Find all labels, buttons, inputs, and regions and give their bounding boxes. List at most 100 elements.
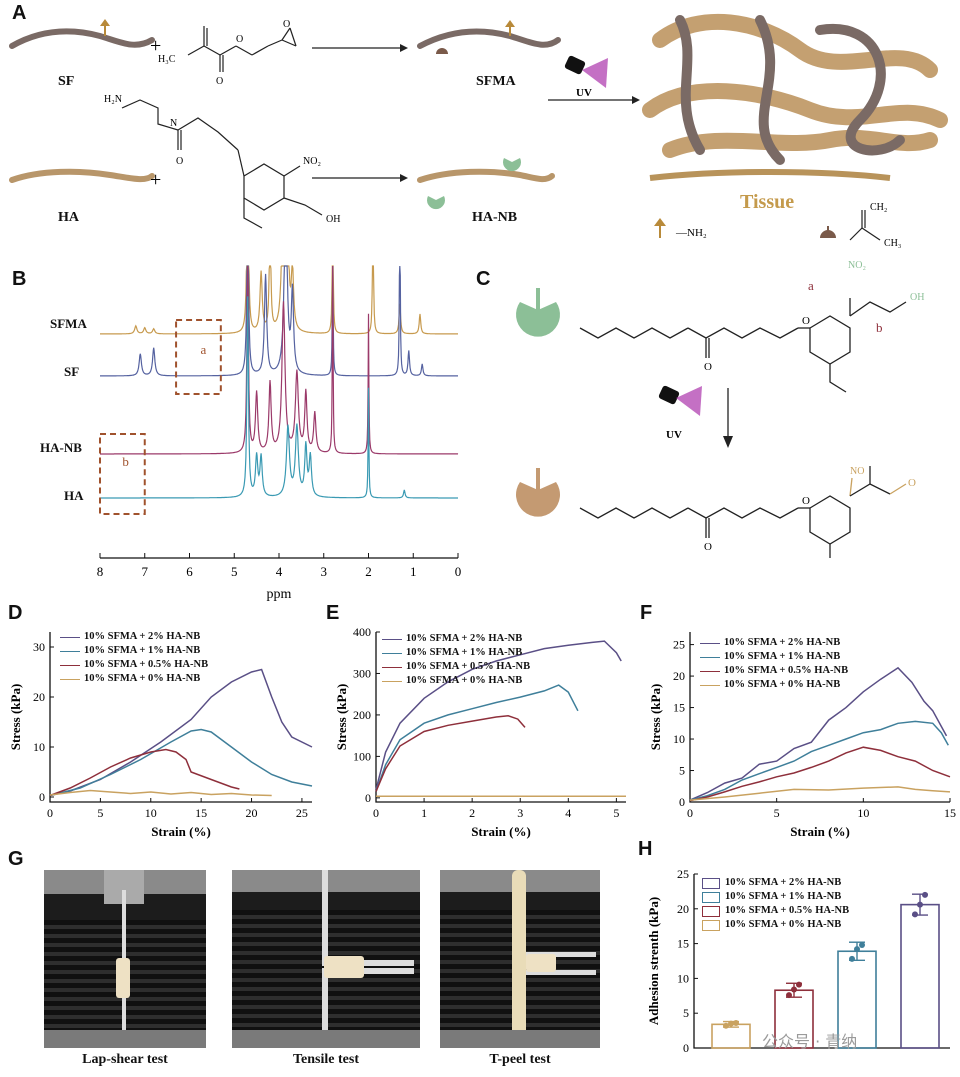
- x-tick-label: 2: [469, 806, 475, 820]
- data-point: [859, 941, 865, 948]
- svg-text:O: O: [236, 34, 243, 45]
- data-point: [922, 891, 928, 898]
- svg-text:NO₂: NO₂: [303, 156, 321, 167]
- series-line: [49, 789, 272, 797]
- ppm-tick-label: 0: [455, 564, 462, 579]
- legend-item: 10% SFMA + 0.5% HA-NB: [382, 660, 530, 674]
- svg-text:a: a: [808, 278, 814, 293]
- data-point: [728, 1020, 734, 1027]
- y-tick-label: 0: [39, 790, 45, 804]
- legend-item: 10% SFMA + 2% HA-NB: [700, 636, 848, 650]
- svg-text:H₃C: H₃C: [158, 54, 176, 65]
- legend-item: 10% SFMA + 0% HA-NB: [700, 678, 848, 692]
- data-point: [723, 1022, 729, 1029]
- panel-label-d: D: [8, 602, 23, 624]
- svg-text:N: N: [170, 118, 177, 129]
- nb-cleaved-icon: [516, 482, 560, 517]
- legend-item: 10% SFMA + 0% HA-NB: [702, 918, 849, 932]
- legend-item: 10% SFMA + 1% HA-NB: [382, 646, 530, 660]
- legend-item: 10% SFMA + 0% HA-NB: [382, 674, 530, 688]
- legend-item: 10% SFMA + 2% HA-NB: [702, 876, 849, 890]
- highlight-box-b: [99, 433, 146, 515]
- svg-text:CH₃: CH₃: [884, 238, 901, 249]
- svg-text:O: O: [283, 19, 290, 30]
- data-point: [796, 981, 802, 988]
- y-tick-label: 15: [677, 937, 689, 951]
- y-tick-label: 0: [365, 791, 371, 805]
- svg-text:—NH₂: —NH₂: [675, 227, 707, 239]
- data-point: [786, 992, 792, 999]
- y-tick-label: 20: [677, 902, 689, 916]
- svg-text:OH: OH: [910, 292, 924, 303]
- chart-f: 0 5 10 15 0 5 10 15 20 25 Strain (%) Stress (kPa): [648, 632, 956, 839]
- x-tick-label: 20: [246, 806, 258, 820]
- x-tick-label: 15: [195, 806, 207, 820]
- ppm-tick-label: 2: [365, 564, 372, 579]
- tensile-photo: [232, 870, 420, 1048]
- ppm-tick-label: 8: [97, 564, 104, 579]
- trace-sfma: [100, 265, 458, 335]
- tissue-surface: [649, 169, 891, 181]
- svg-text:UV: UV: [576, 87, 592, 99]
- nb-intact-icon: [516, 302, 560, 337]
- panel-label-c: C: [476, 268, 491, 290]
- trace-hanb: [100, 265, 459, 455]
- series-line: [49, 668, 313, 797]
- ppm-tick-label: 3: [321, 564, 328, 579]
- y-axis-label: Stress (kPa): [648, 684, 663, 751]
- sfma-chain: [417, 28, 561, 49]
- box-label-b: b: [122, 454, 129, 469]
- series-line: [689, 786, 951, 801]
- chart-e: 0 1 2 3 4 5 0 100 200 300 400 Strain (%) Stress (kPa…: [334, 625, 626, 839]
- y-tick-label: 10: [33, 740, 45, 754]
- legend-item: 10% SFMA + 0.5% HA-NB: [700, 664, 848, 678]
- series-line: [375, 684, 579, 792]
- y-tick-label: 300: [353, 666, 371, 680]
- x-tick-label: 10: [857, 806, 869, 820]
- y-tick-label: 25: [673, 638, 685, 652]
- x-tick-label: 5: [774, 806, 780, 820]
- svg-text:b: b: [876, 320, 883, 335]
- series-line: [49, 728, 313, 797]
- legend-item: 10% SFMA + 2% HA-NB: [60, 630, 208, 644]
- svg-text:O: O: [176, 156, 183, 167]
- svg-text:NO: NO: [850, 466, 864, 477]
- data-point: [849, 955, 855, 962]
- y-axis-label: Stress (kPa): [8, 684, 23, 751]
- x-tick-label: 5: [613, 806, 619, 820]
- label-sf: SF: [58, 74, 75, 89]
- legend-h: 10% SFMA + 2% HA-NB 10% SFMA + 1% HA-NB …: [702, 876, 849, 932]
- legend-f: 10% SFMA + 2% HA-NB 10% SFMA + 1% HA-NB …: [700, 636, 848, 692]
- series-line: [689, 720, 949, 801]
- trace-sf: [100, 265, 458, 377]
- panel-label-f: F: [640, 602, 653, 624]
- trace-ha: [100, 296, 458, 499]
- x-axis-label: Strain (%): [471, 824, 531, 839]
- ppm-tick-label: 4: [276, 564, 283, 579]
- box-label-a: a: [200, 342, 206, 357]
- legend-item: 10% SFMA + 1% HA-NB: [700, 650, 848, 664]
- x-tick-label: 0: [687, 806, 693, 820]
- svg-text:O: O: [216, 76, 223, 87]
- hydrogel-network: [642, 13, 948, 165]
- data-point: [733, 1019, 739, 1026]
- x-tick-label: 3: [517, 806, 523, 820]
- panel-label-g: G: [8, 848, 24, 870]
- x-tick-label: 5: [97, 806, 103, 820]
- series-line: [49, 748, 240, 797]
- x-axis-label: Strain (%): [790, 824, 850, 839]
- trace-label-ha: HA: [64, 488, 84, 503]
- y-axis-label: Adhesion strenth (kPa): [646, 897, 661, 1025]
- svg-text:O: O: [704, 361, 712, 373]
- y-tick-label: 25: [677, 867, 689, 881]
- caption-lap-shear: Lap-shear test: [82, 1052, 168, 1067]
- svg-text:O: O: [704, 541, 712, 553]
- x-tick-label: 15: [944, 806, 956, 820]
- sf-chain: [9, 28, 155, 49]
- data-point: [917, 901, 923, 908]
- svg-text:OH: OH: [326, 214, 340, 225]
- svg-text:H₂N: H₂N: [104, 94, 122, 105]
- label-hanb: HA-NB: [472, 210, 518, 225]
- y-tick-label: 200: [353, 708, 371, 722]
- trace-label-sfma: SFMA: [50, 316, 87, 331]
